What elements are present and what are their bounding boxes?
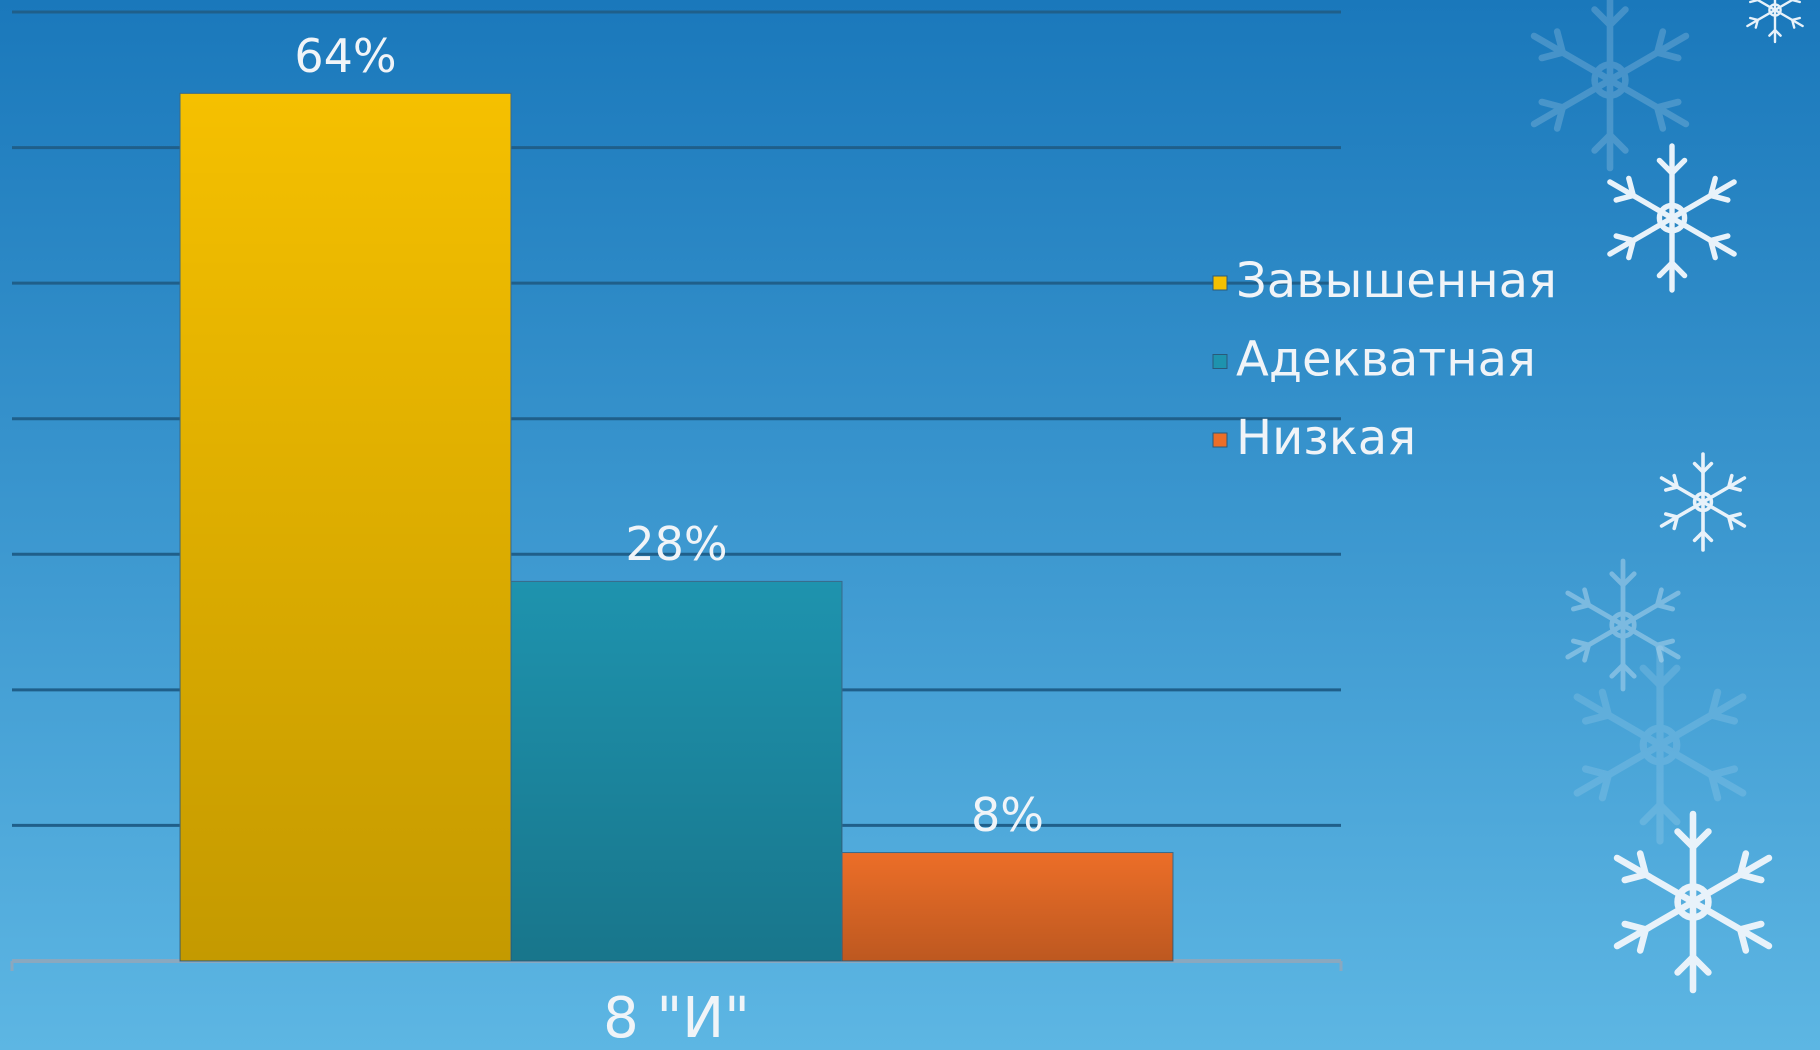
plot-area: 8 "И" 64% 28% 8% Завышенная Адекватная Низкая: [10, 10, 1557, 1050]
x-tick-label: 8 "И": [603, 986, 750, 1050]
legend-label: Завышенная: [1236, 253, 1557, 309]
legend-label: Низкая: [1236, 410, 1416, 466]
legend-swatch: [1212, 275, 1228, 291]
bar-shade: [180, 93, 511, 962]
legend-swatch: [1212, 432, 1228, 448]
value-label: 64%: [294, 29, 396, 83]
legend-swatch: [1212, 354, 1228, 369]
bar-shade: [511, 581, 842, 961]
value-label: 8%: [971, 788, 1044, 842]
legend-label: Адекватная: [1236, 332, 1536, 388]
value-label: 28%: [625, 517, 727, 571]
bar-shade: [842, 852, 1173, 961]
